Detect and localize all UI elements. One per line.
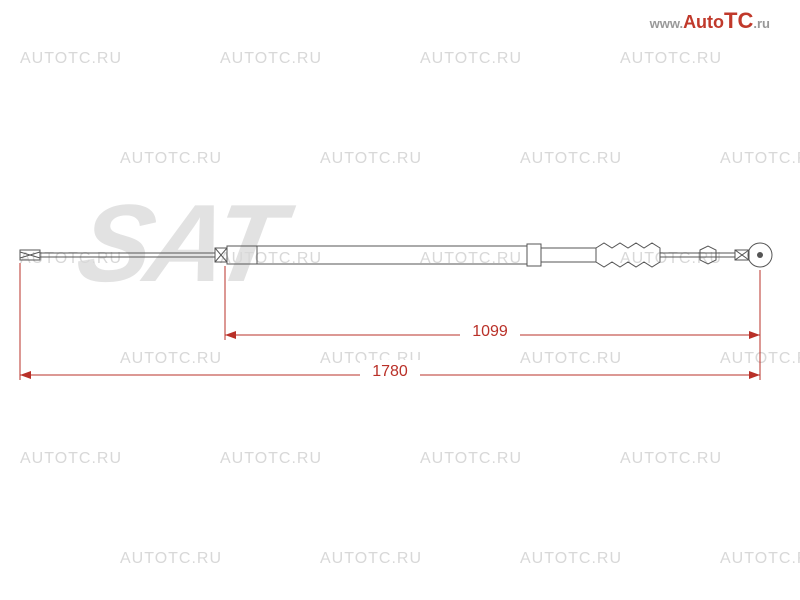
dimension-inner: 1099 [225, 266, 760, 380]
technical-drawing: 1099 1780 [0, 0, 800, 600]
dim-inner-value: 1099 [472, 323, 508, 340]
dim-outer-value: 1780 [372, 363, 408, 380]
dimension-outer: 1780 [20, 263, 760, 380]
cable-assembly [20, 243, 772, 267]
